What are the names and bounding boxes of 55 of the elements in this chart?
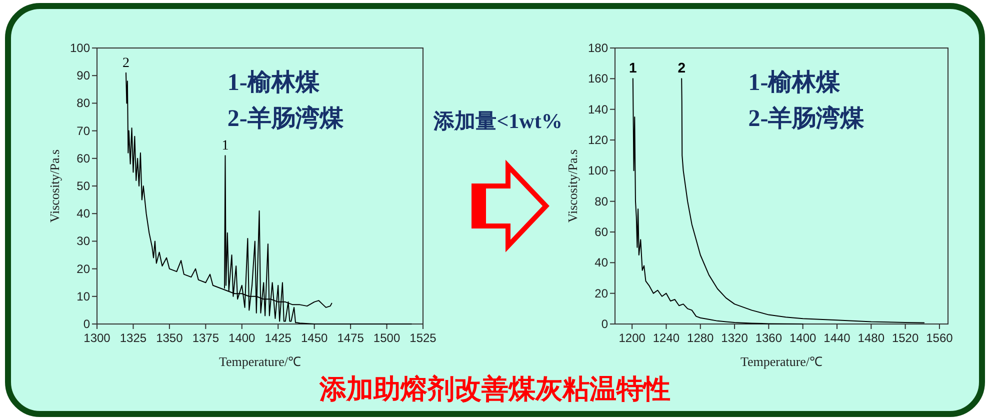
y-tick-label: 60: [594, 225, 608, 239]
y-tick-label: 70: [76, 124, 90, 138]
x-tick-label: 1325: [120, 331, 147, 345]
x-tick-label: 1280: [687, 331, 714, 345]
x-tick-label: 1200: [618, 331, 646, 345]
series-label: 1: [222, 138, 229, 154]
y-tick-label: 20: [594, 286, 608, 300]
x-tick-label: 1350: [156, 331, 184, 345]
series-label: 2: [678, 60, 686, 76]
x-tick-label: 1300: [84, 331, 111, 345]
y-tick-label: 30: [76, 234, 90, 248]
x-tick-label: 1500: [373, 331, 400, 345]
x-tick-label: 1480: [858, 331, 885, 345]
y-tick-label: 0: [83, 317, 90, 331]
y-tick-label: 40: [76, 206, 90, 221]
x-tick-label: 1440: [824, 331, 851, 345]
y-tick-label: 100: [588, 164, 608, 178]
x-tick-label: 1360: [755, 331, 782, 345]
annotation: 1-榆林煤: [748, 69, 842, 96]
x-tick-label: 1320: [721, 331, 748, 345]
y-tick-label: 180: [588, 41, 608, 55]
y-tick-label: 80: [76, 96, 90, 110]
series-label: 2: [122, 56, 130, 71]
y-tick-label: 60: [76, 151, 90, 166]
x-tick-label: 1450: [300, 331, 328, 345]
y-tick-label: 100: [70, 41, 90, 55]
y-tick-label: 80: [594, 194, 608, 208]
y-tick-label: 120: [588, 133, 608, 147]
text: 添加助熔剂改善煤灰粘温特性: [318, 374, 670, 404]
y-tick-label: 0: [601, 317, 608, 331]
x-tick-label: 1240: [652, 331, 680, 345]
x-tick-label: 1400: [228, 331, 256, 345]
y-tick-label: 20: [76, 262, 90, 276]
x-tick-label: 1375: [192, 331, 220, 345]
x-tick-label: 1520: [892, 331, 919, 345]
y-axis-title: Viscosity/Pa.s: [565, 149, 580, 223]
y-tick-label: 40: [594, 256, 608, 270]
x-axis-title: Temperature/℃: [740, 354, 823, 369]
x-axis-title: Temperature/℃: [218, 354, 302, 369]
y-tick-label: 160: [588, 72, 608, 86]
x-tick-label: 1400: [789, 331, 817, 345]
text: 添加量<1wt%: [432, 109, 562, 133]
annotation: 2-羊肠湾煤: [227, 105, 344, 132]
series-label: 1: [629, 60, 638, 76]
x-tick-label: 1475: [337, 331, 364, 345]
y-tick-label: 90: [76, 68, 90, 83]
y-axis-title: Viscosity/Pa.s: [47, 149, 62, 223]
x-tick-label: 1525: [410, 331, 437, 345]
annotation: 2-羊肠湾煤: [748, 105, 866, 132]
y-tick-label: 50: [76, 179, 90, 193]
y-tick-label: 140: [588, 102, 608, 116]
x-tick-label: 1560: [926, 331, 954, 345]
y-tick-label: 10: [76, 289, 90, 304]
x-tick-label: 1425: [264, 331, 292, 345]
annotation: 1-榆林煤: [227, 69, 320, 96]
